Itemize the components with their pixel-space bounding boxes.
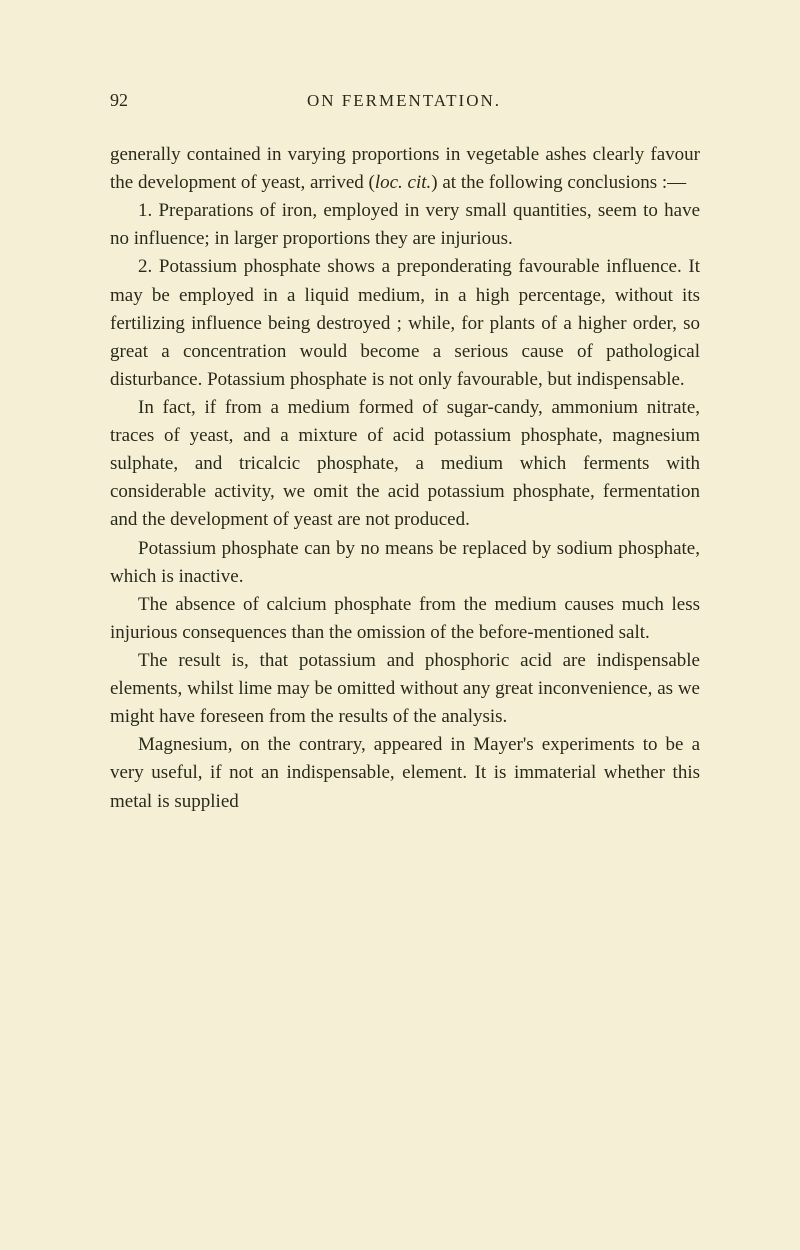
page-header: 92 ON FERMENTATION. [110, 90, 700, 111]
text-fragment: ) at the following conclusions :— [431, 172, 686, 193]
paragraph: The absence of calcium phosphate from th… [110, 591, 700, 647]
page-body: generally contained in varying proportio… [110, 141, 700, 816]
paragraph: Potassium phosphate can by no means be r… [110, 535, 700, 591]
citation-italic: loc. cit. [375, 172, 431, 193]
paragraph-continuation: generally contained in varying proportio… [110, 141, 700, 197]
paragraph-item-1: 1. Preparations of iron, employed in ver… [110, 197, 700, 253]
running-title: ON FERMENTATION. [307, 91, 501, 111]
paragraph: Magnesium, on the contrary, appeared in … [110, 731, 700, 815]
page-number: 92 [110, 90, 128, 111]
paragraph-item-2: 2. Potassium phosphate shows a preponder… [110, 253, 700, 394]
paragraph: In fact, if from a medium formed of suga… [110, 394, 700, 535]
paragraph: The result is, that potassium and phosph… [110, 647, 700, 731]
